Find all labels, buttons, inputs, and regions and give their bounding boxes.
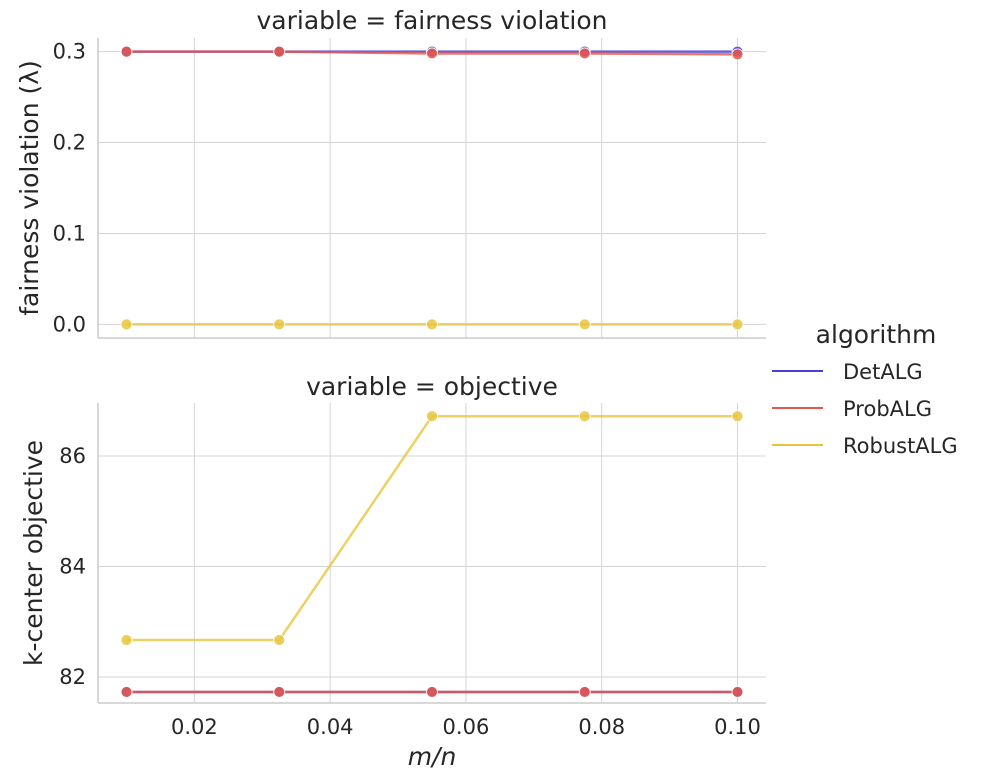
data-point-robustalg <box>426 318 438 331</box>
legend-label-detalg: DetALG <box>843 360 923 384</box>
y-tick-label: 0.0 <box>53 312 86 336</box>
data-point-probalg <box>426 686 438 698</box>
data-point-robustalg <box>731 318 744 331</box>
y-tick-label: 0.1 <box>53 221 86 245</box>
data-point-probalg <box>731 686 744 698</box>
data-point-robustalg <box>731 410 744 423</box>
y-tick-label: 86 <box>59 444 86 468</box>
y-tick-label: 84 <box>59 555 86 579</box>
y-tick-label: 82 <box>59 665 86 689</box>
legend-label-robustalg: RobustALG <box>843 434 958 458</box>
panel-fairness-violation: 0.0 0.1 0.2 0.3 variable = fairness violatio… <box>15 6 766 339</box>
x-tick-label: 0.04 <box>307 715 354 739</box>
legend-label-probalg: ProbALG <box>843 397 932 421</box>
y-axis-label: fairness violation (λ) <box>15 60 44 316</box>
data-point-robustalg <box>120 634 133 646</box>
data-point-robustalg <box>426 410 438 423</box>
y-tick-label: 0.3 <box>53 40 86 64</box>
data-point-robustalg <box>578 318 591 331</box>
series-line-robustalg <box>126 415 738 642</box>
x-tick-label: 0.10 <box>714 715 761 739</box>
panel-title: variable = fairness violation <box>256 6 607 35</box>
data-point-robustalg <box>273 318 286 331</box>
data-point-probalg <box>273 45 286 58</box>
data-point-probalg <box>120 45 133 58</box>
data-point-probalg <box>578 686 591 698</box>
data-point-probalg <box>426 47 438 60</box>
data-point-probalg <box>273 686 286 698</box>
x-tick-label: 0.06 <box>443 715 490 739</box>
panel-objective: 82 84 86 variable = objective k-center objec… <box>19 372 766 739</box>
legend: algorithm DetALG ProbALG RobustALG <box>772 320 958 458</box>
y-axis-label: k-center objective <box>19 440 48 666</box>
legend-title: algorithm <box>816 320 937 349</box>
panel-title: variable = objective <box>306 372 558 401</box>
data-point-robustalg <box>120 318 133 331</box>
data-point-probalg <box>578 47 591 60</box>
x-axis-label: m/n <box>408 742 457 771</box>
data-point-probalg <box>120 686 133 698</box>
x-tick-label: 0.02 <box>171 715 218 739</box>
data-point-probalg <box>731 48 744 61</box>
data-point-robustalg <box>578 410 591 423</box>
y-tick-label: 0.2 <box>53 131 86 155</box>
data-point-robustalg <box>273 634 286 646</box>
x-tick-label: 0.08 <box>578 715 625 739</box>
